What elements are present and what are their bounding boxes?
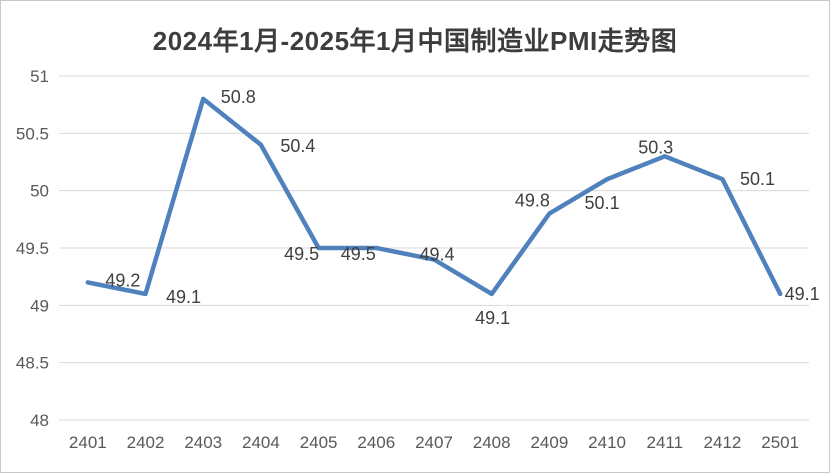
y-tick-label: 49 (30, 296, 49, 315)
x-tick-label: 2405 (300, 433, 338, 452)
x-tick-label: 2408 (473, 433, 511, 452)
chart-title: 2024年1月-2025年1月中国制造业PMI走势图 (152, 26, 678, 56)
x-tick-label: 2403 (184, 433, 222, 452)
y-tick-label: 49.5 (16, 239, 49, 258)
x-tick-label: 2409 (530, 433, 568, 452)
x-tick-label: 2411 (646, 433, 683, 452)
data-label: 49.2 (105, 270, 140, 290)
y-tick-label: 48 (30, 411, 49, 430)
data-label: 49.5 (284, 244, 319, 264)
x-tick-label: 2501 (761, 433, 799, 452)
x-tick-label: 2406 (357, 433, 395, 452)
data-label: 49.1 (166, 287, 201, 307)
data-label: 50.8 (221, 87, 256, 107)
x-tick-label: 2412 (704, 433, 742, 452)
x-tick-label: 2410 (588, 433, 626, 452)
y-tick-label: 51 (30, 67, 49, 86)
x-tick-label: 2407 (415, 433, 453, 452)
data-label: 50.1 (740, 169, 775, 189)
x-tick-label: 2402 (127, 433, 165, 452)
data-label: 50.3 (638, 137, 673, 157)
data-label: 50.4 (280, 136, 315, 156)
y-tick-label: 50.5 (16, 124, 49, 143)
y-tick-label: 48.5 (16, 354, 49, 373)
pmi-series-line (85, 96, 783, 297)
data-label: 49.4 (419, 244, 454, 264)
y-tick-label: 50 (30, 182, 49, 201)
data-label: 50.1 (585, 193, 620, 213)
data-label: 49.1 (475, 308, 510, 328)
x-tick-label: 2404 (242, 433, 280, 452)
data-label: 49.1 (785, 284, 820, 304)
x-tick-label: 2401 (69, 433, 107, 452)
data-label: 49.5 (341, 244, 376, 264)
data-label: 49.8 (515, 191, 550, 211)
